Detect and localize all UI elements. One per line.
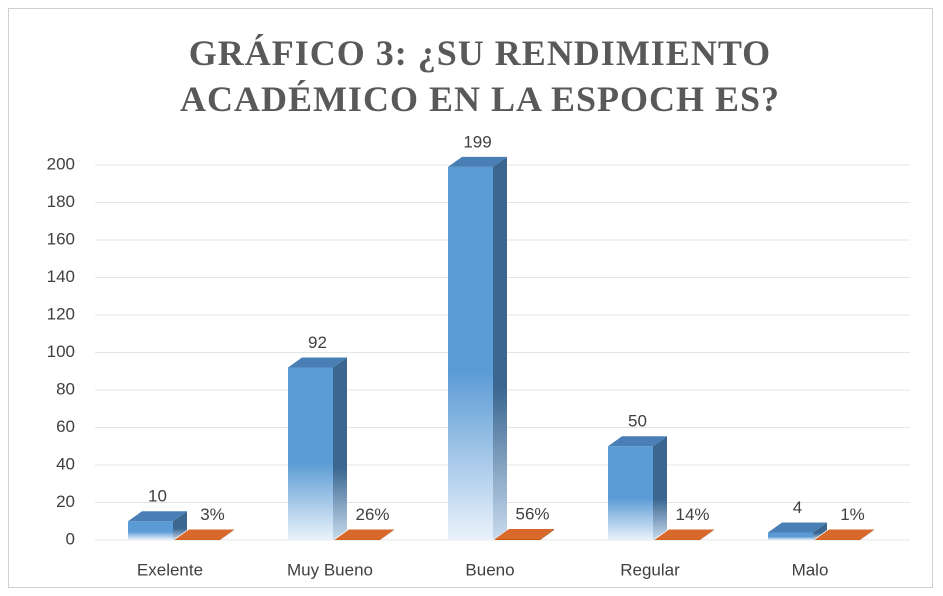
data-label: 50 xyxy=(628,412,647,431)
bar xyxy=(608,446,653,540)
bar-top xyxy=(655,529,714,540)
bar-top xyxy=(335,529,394,540)
bar xyxy=(768,532,813,540)
chart-frame xyxy=(8,8,933,588)
data-label: 14% xyxy=(675,505,709,524)
x-tick-label: Regular xyxy=(620,560,680,579)
x-tick-label: Muy Bueno xyxy=(287,560,373,579)
bar xyxy=(288,367,333,540)
bar-side xyxy=(493,156,507,540)
y-tick-label: 20 xyxy=(56,492,75,511)
bar xyxy=(655,539,700,540)
y-tick-label: 120 xyxy=(47,304,75,323)
bar-top xyxy=(815,529,874,540)
bar-side xyxy=(653,436,667,540)
bar-side xyxy=(220,529,234,540)
bar-side xyxy=(860,529,874,540)
bar xyxy=(128,521,173,540)
data-label: 4 xyxy=(793,498,802,517)
data-label: 199 xyxy=(463,132,491,151)
bar xyxy=(448,166,493,540)
bar-top xyxy=(175,529,234,540)
bar-side xyxy=(173,511,187,540)
bar xyxy=(335,539,380,540)
bar-side xyxy=(813,522,827,540)
bar-top xyxy=(495,528,554,539)
data-label: 26% xyxy=(355,505,389,524)
chart-title: GRÁFICO 3: ¿SU RENDIMIENTO ACADÉMICO EN … xyxy=(179,33,781,119)
y-tick-label: 100 xyxy=(47,342,75,361)
bar xyxy=(495,538,540,540)
bar-side xyxy=(540,528,554,540)
bar-top xyxy=(448,156,507,167)
y-tick-label: 180 xyxy=(47,192,75,211)
y-tick-label: 200 xyxy=(47,154,75,173)
y-tick-label: 60 xyxy=(56,417,75,436)
x-tick-label: Exelente xyxy=(137,560,203,579)
data-label: 10 xyxy=(148,487,167,506)
bar xyxy=(815,539,860,540)
data-label: 56% xyxy=(515,504,549,523)
bar-side xyxy=(380,529,394,540)
bar-side xyxy=(700,529,714,540)
y-tick-label: 160 xyxy=(47,229,75,248)
bar-top xyxy=(608,436,667,447)
y-tick-label: 140 xyxy=(47,267,75,286)
data-label: 3% xyxy=(200,505,225,524)
x-tick-label: Bueno xyxy=(465,560,514,579)
bar-top xyxy=(128,511,187,522)
bar-top xyxy=(768,522,827,533)
x-tick-label: Malo xyxy=(792,560,829,579)
bar-side xyxy=(333,357,347,540)
bar xyxy=(175,539,220,540)
y-tick-label: 80 xyxy=(56,379,75,398)
data-label: 1% xyxy=(840,505,865,524)
data-label: 92 xyxy=(308,333,327,352)
y-tick-label: 0 xyxy=(66,529,75,548)
bar-top xyxy=(288,357,347,368)
y-tick-label: 40 xyxy=(56,454,75,473)
